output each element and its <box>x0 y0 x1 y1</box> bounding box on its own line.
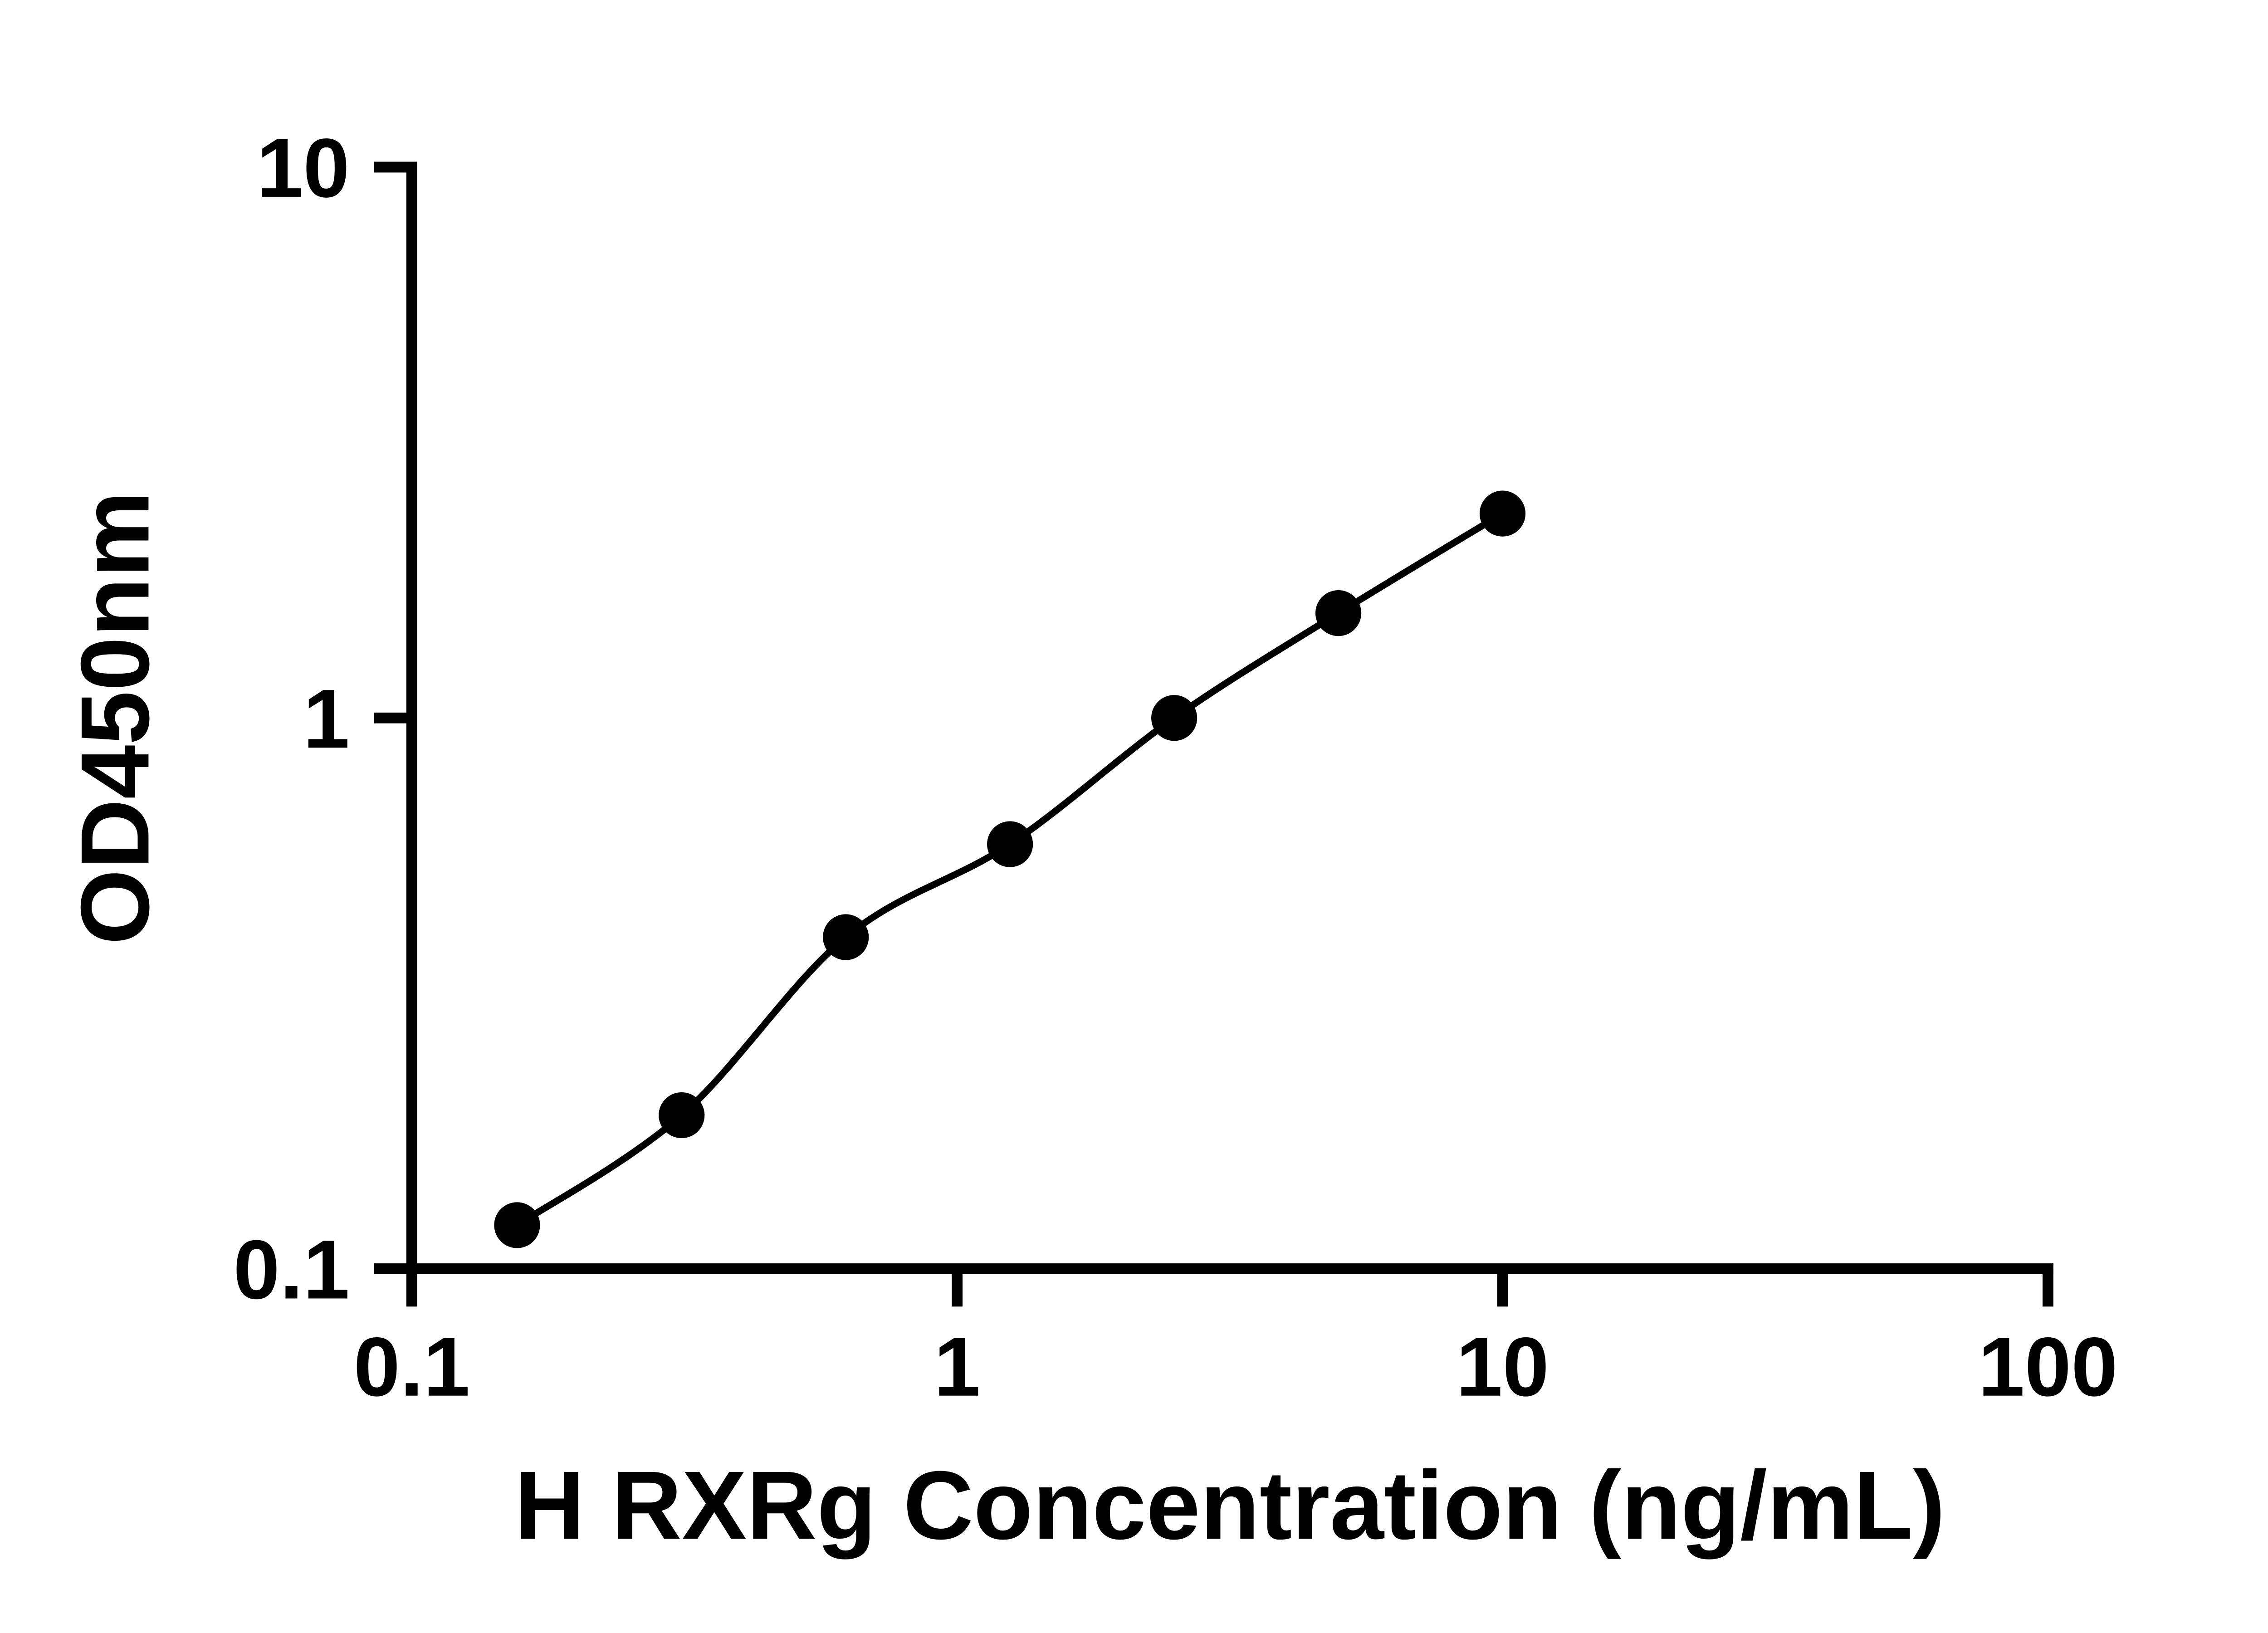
data-point <box>1479 490 1526 537</box>
data-point <box>1315 590 1362 636</box>
data-point <box>1151 695 1198 741</box>
x-tick-label: 0.1 <box>353 1320 470 1414</box>
plot-area <box>494 490 1526 1248</box>
x-tick-label: 1 <box>934 1320 981 1414</box>
y-tick-label: 0.1 <box>233 1223 350 1317</box>
data-point <box>659 1092 705 1139</box>
axes: 0.1 1 10 100 0.1 1 10 <box>233 122 2117 1414</box>
data-point <box>987 821 1033 867</box>
y-axis-title: OD450nm <box>61 491 169 945</box>
y-tick-label: 10 <box>257 122 350 215</box>
x-tick-label: 10 <box>1456 1320 1549 1414</box>
data-point <box>823 914 869 960</box>
x-tick-label: 100 <box>1978 1320 2118 1414</box>
data-point <box>494 1202 540 1248</box>
y-tick-label: 1 <box>303 672 350 766</box>
x-axis-title: H RXRg Concentration (ng/mL) <box>514 1451 1945 1560</box>
